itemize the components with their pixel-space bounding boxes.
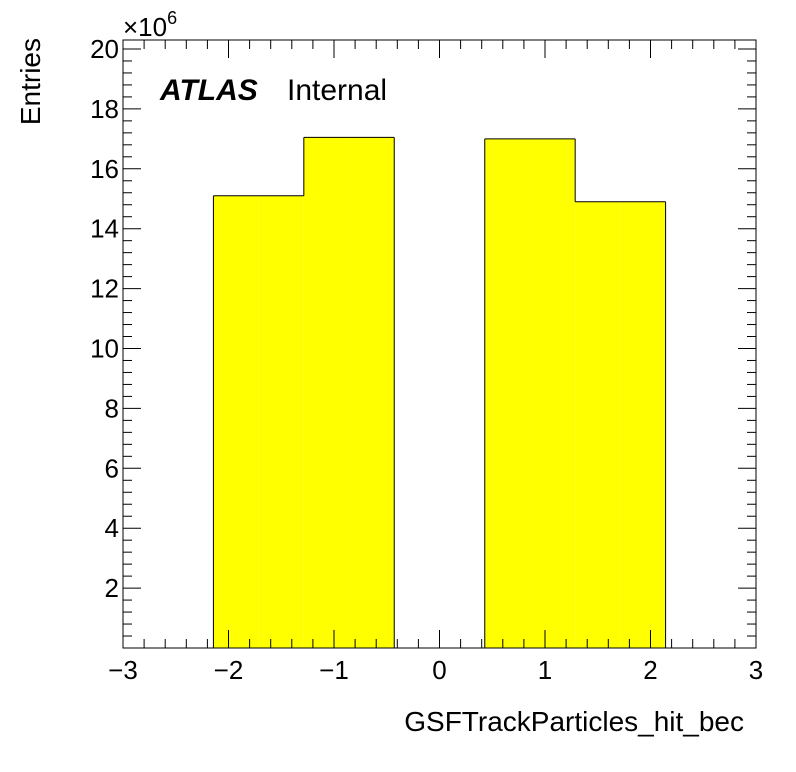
histogram-bin-10 — [575, 201, 621, 648]
x-tick-label: 3 — [749, 655, 763, 685]
x-tick-label: 1 — [538, 655, 552, 685]
y-tick-label: 4 — [105, 513, 119, 543]
y-tick-label: 12 — [90, 274, 119, 304]
histogram-bin-9 — [529, 138, 576, 648]
histogram-outline — [212, 136, 667, 648]
y-tick-label: 10 — [90, 333, 119, 363]
y-tick-label: 6 — [105, 453, 119, 483]
plot-frame — [122, 39, 757, 649]
y-multiplier-label: ×106 — [123, 8, 177, 42]
y-tick-labels: 2 4 6 8 10 12 14 16 18 20 — [90, 34, 119, 603]
y-axis-title: Entries — [15, 38, 46, 125]
x-axis-title: GSFTrackParticles_hit_bec — [404, 706, 744, 737]
atlas-label: ATLAS — [159, 74, 258, 107]
histogram-bin-3 — [258, 195, 304, 648]
y-tick-label: 14 — [90, 214, 119, 244]
histogram-bin-2 — [213, 195, 259, 648]
y-tick-label: 2 — [105, 573, 119, 603]
x-tick-label: −2 — [214, 655, 244, 685]
histogram-bin-11 — [620, 201, 666, 648]
x-tick-label: 0 — [432, 655, 446, 685]
x-tick-label: 2 — [643, 655, 657, 685]
histogram-bin-4 — [303, 137, 350, 648]
x-tick-labels: −3 −2 −1 0 1 2 3 — [108, 655, 763, 685]
x-tick-label: −3 — [108, 655, 138, 685]
y-tick-label: 8 — [105, 393, 119, 423]
internal-label: Internal — [287, 74, 387, 107]
axis-ticks — [122, 40, 757, 648]
histogram-bars — [212, 136, 667, 648]
histogram-bin-5 — [349, 137, 395, 648]
y-multiplier-exponent: 6 — [167, 8, 177, 28]
y-tick-label: 18 — [90, 94, 119, 124]
x-tick-label: −1 — [319, 655, 349, 685]
y-tick-label: 16 — [90, 154, 119, 184]
histogram-bin-8 — [484, 138, 530, 648]
y-tick-label: 20 — [90, 34, 119, 64]
